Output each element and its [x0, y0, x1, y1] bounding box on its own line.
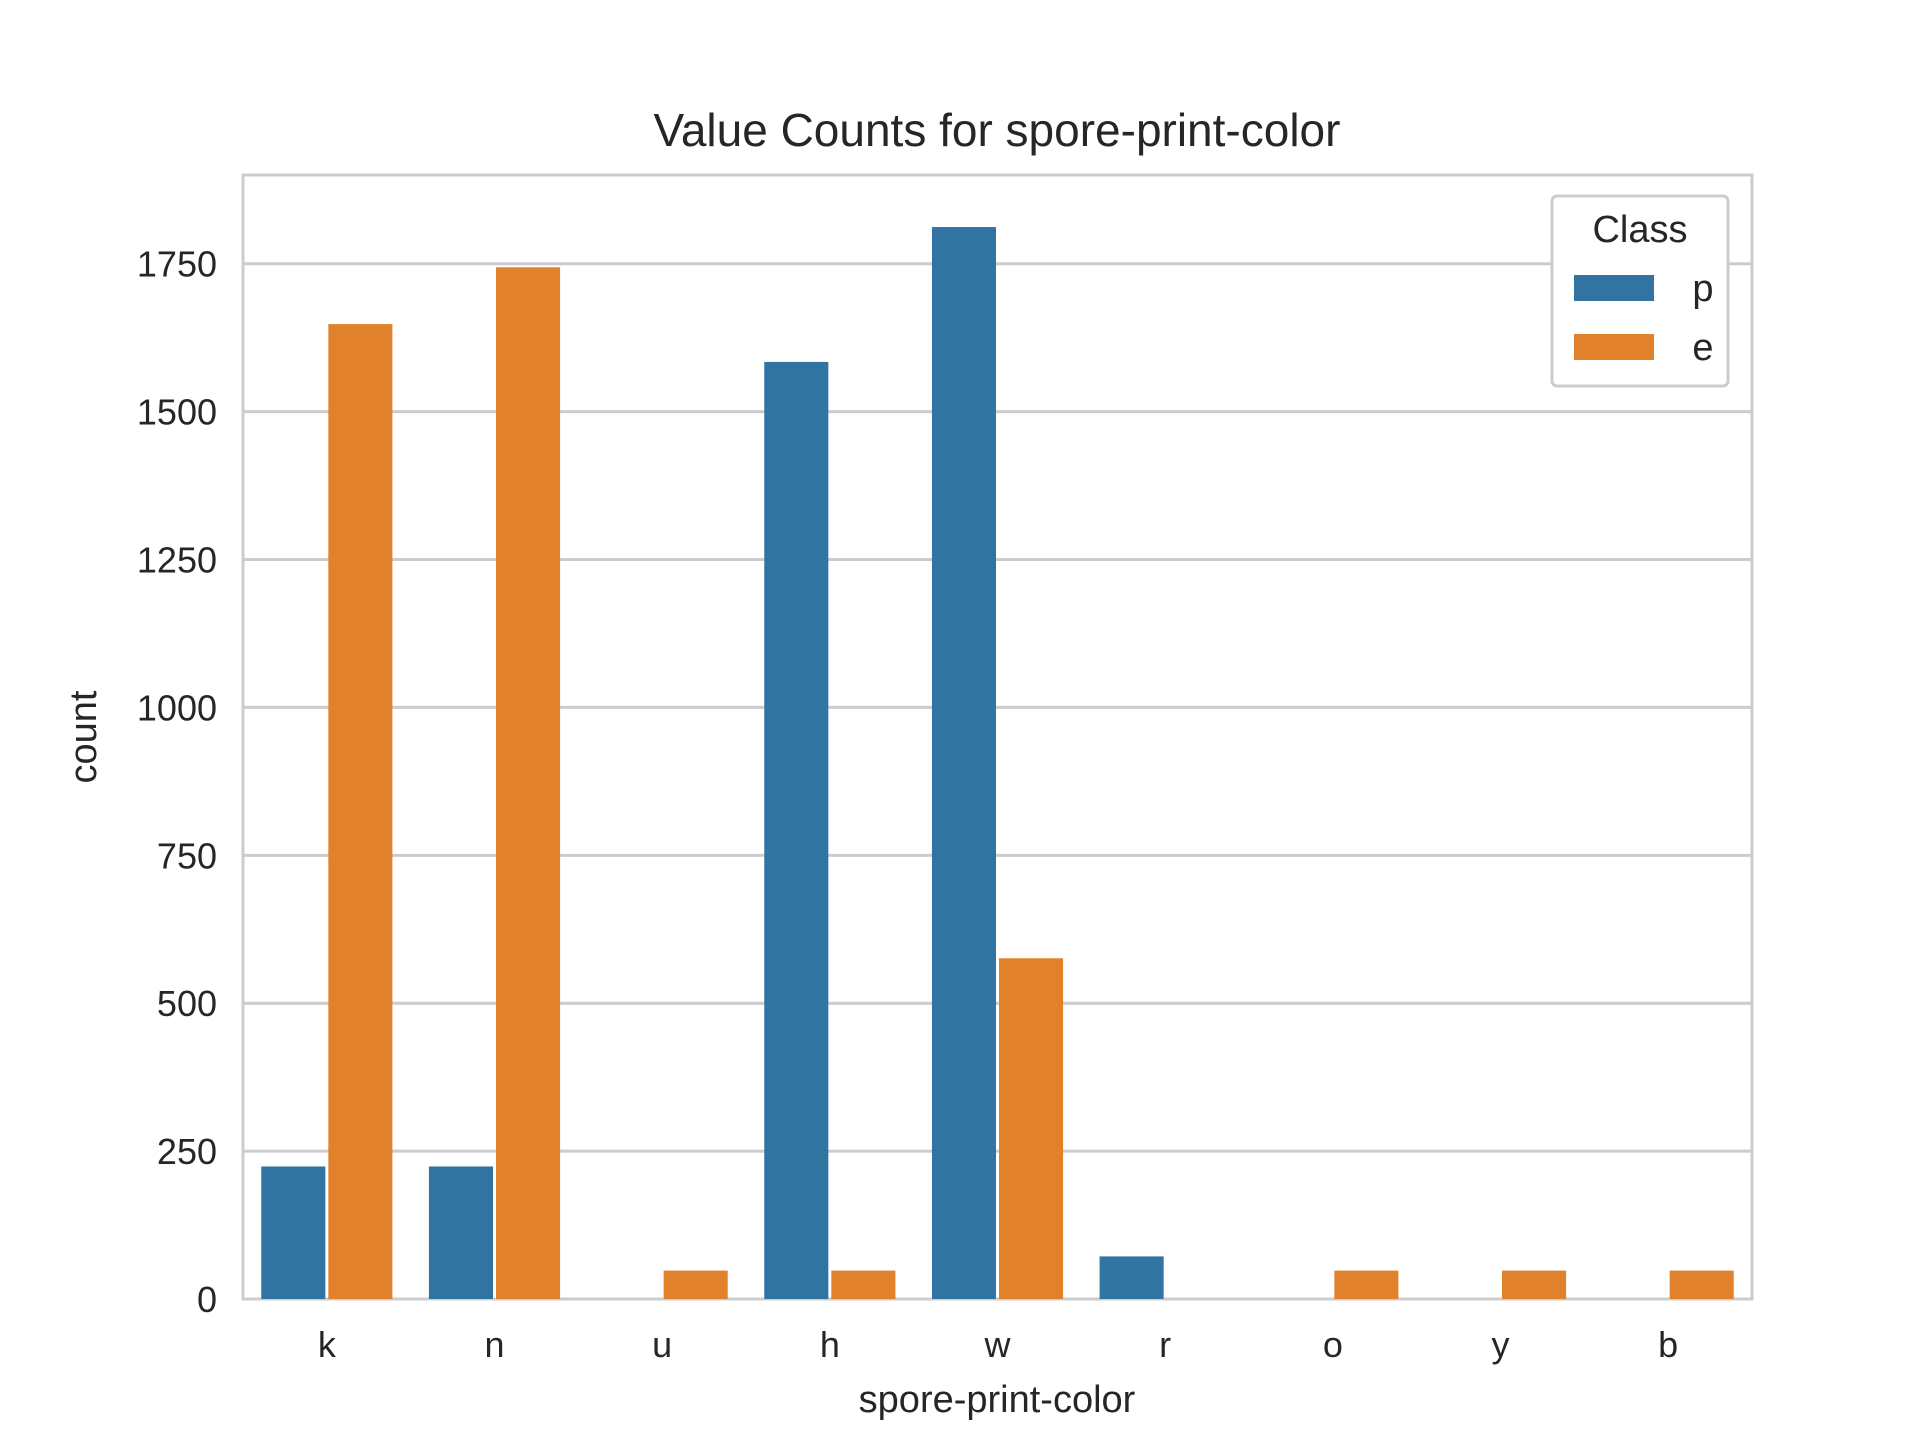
- x-tick-label-r: r: [1159, 1324, 1171, 1365]
- y-tick-label-1750: 1750: [137, 244, 217, 285]
- bar-o-e: [1334, 1270, 1399, 1299]
- bar-b-e: [1669, 1270, 1734, 1299]
- y-tick-label-1500: 1500: [137, 392, 217, 433]
- gridlines: [243, 262, 1752, 1301]
- legend-label-p: p: [1692, 268, 1713, 310]
- legend-swatch-p: [1574, 275, 1654, 301]
- bar-u-e: [663, 1270, 728, 1299]
- bar-k-p: [261, 1166, 326, 1299]
- x-tick-label-n: n: [484, 1324, 504, 1365]
- x-tick-label-w: w: [984, 1324, 1012, 1365]
- x-tick-label-o: o: [1323, 1324, 1343, 1365]
- bars: [261, 227, 1734, 1299]
- bar-n-e: [496, 267, 561, 1299]
- bar-w-e: [999, 958, 1064, 1299]
- legend: Class p e: [1550, 194, 1730, 388]
- bar-y-e: [1502, 1270, 1567, 1299]
- y-axis-label: count: [63, 690, 105, 783]
- bar-n-p: [428, 1166, 493, 1299]
- bar-k-e: [328, 324, 393, 1299]
- chart-title: Value Counts for spore-print-color: [654, 104, 1341, 156]
- bar-r-p: [1099, 1256, 1164, 1299]
- y-tick-label-750: 750: [157, 835, 217, 876]
- legend-title: Class: [1592, 209, 1687, 251]
- bar-h-e: [831, 1270, 896, 1299]
- x-tick-label-k: k: [318, 1324, 337, 1365]
- legend-swatch-e: [1574, 334, 1654, 360]
- y-tick-label-1250: 1250: [137, 540, 217, 581]
- legend-label-e: e: [1692, 327, 1713, 369]
- plot-frame: [241, 173, 1754, 1301]
- y-tick-label-0: 0: [197, 1279, 217, 1320]
- x-axis-label: spore-print-color: [859, 1379, 1136, 1421]
- y-tick-labels: 0 250 500 750 1000 1250 1500 1750: [137, 244, 217, 1320]
- x-tick-label-b: b: [1658, 1324, 1678, 1365]
- y-tick-label-250: 250: [157, 1131, 217, 1172]
- y-tick-label-500: 500: [157, 983, 217, 1024]
- x-tick-label-u: u: [652, 1324, 672, 1365]
- bar-h-p: [764, 361, 829, 1299]
- y-tick-label-1000: 1000: [137, 687, 217, 728]
- x-tick-label-y: y: [1492, 1324, 1510, 1365]
- bar-w-p: [931, 227, 996, 1299]
- x-tick-label-h: h: [820, 1324, 840, 1365]
